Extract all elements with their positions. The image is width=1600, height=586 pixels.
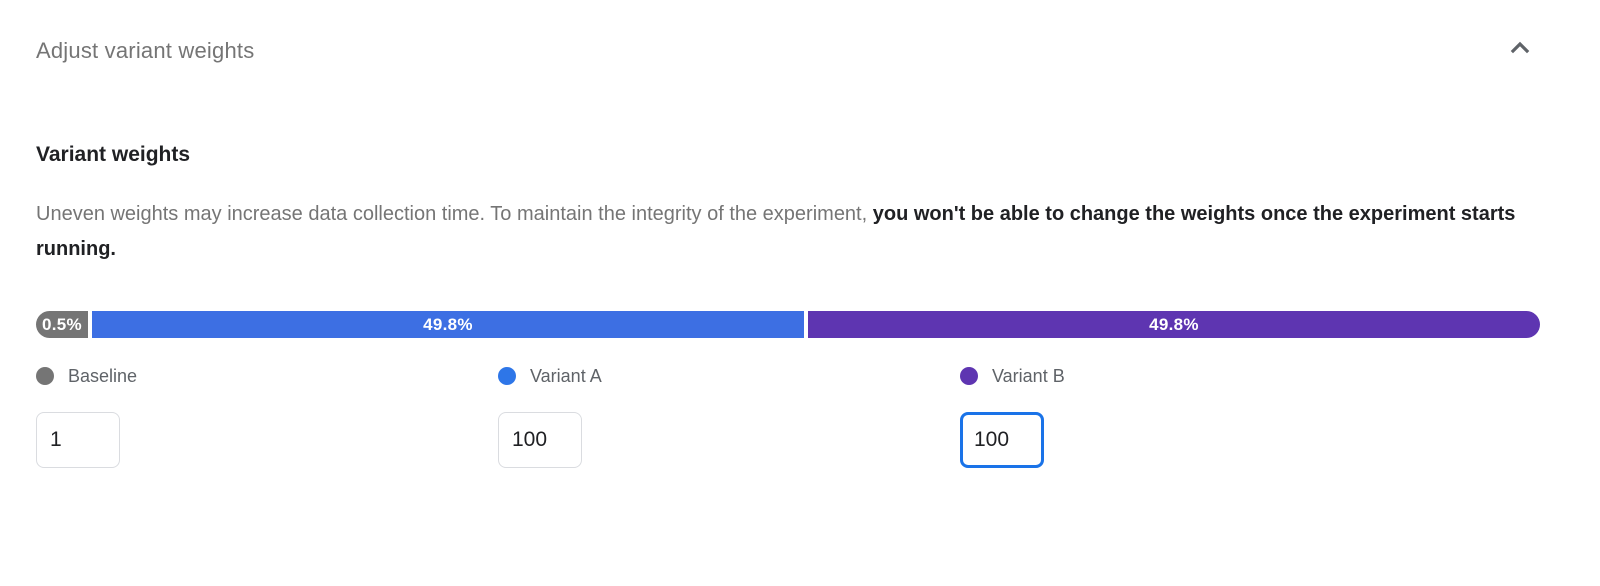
legend-variant-b-label: Variant B — [992, 365, 1065, 386]
legend-variant-a-label: Variant A — [530, 365, 602, 386]
variant-column-baseline: Baseline — [36, 365, 498, 468]
section-heading: Variant weights — [36, 143, 191, 166]
collapse-panel-button[interactable] — [1500, 32, 1540, 64]
bar-segment-variant-b-label: 49.8% — [1149, 314, 1199, 334]
variant-a-weight-input[interactable] — [498, 412, 582, 468]
baseline-dot-icon — [36, 367, 54, 385]
bar-segment-variant-a: 49.8% — [92, 311, 804, 338]
panel-header: Adjust variant weights — [36, 30, 1540, 64]
variant-column-variant-b: Variant B — [960, 365, 1540, 468]
bar-segment-variant-b: 49.8% — [808, 311, 1540, 338]
legend-variant-a: Variant A — [498, 365, 960, 387]
bar-segment-baseline-label: 0.5% — [42, 314, 82, 334]
legend-variant-b: Variant B — [960, 365, 1540, 387]
panel-title: Adjust variant weights — [36, 38, 255, 63]
variant-a-dot-icon — [498, 367, 516, 385]
description-bold: you won't be able to change the weights … — [36, 203, 1516, 260]
variant-b-weight-input[interactable] — [960, 412, 1044, 468]
description-normal: Uneven weights may increase data collect… — [36, 203, 873, 225]
bar-segment-baseline: 0.5% — [36, 311, 88, 338]
weight-distribution-bar: 0.5% 49.8% 49.8% — [36, 311, 1540, 338]
variant-columns: Baseline Variant A Variant B — [36, 365, 1540, 468]
legend-baseline: Baseline — [36, 365, 498, 387]
legend-baseline-label: Baseline — [68, 365, 138, 386]
adjust-variant-weights-panel: Adjust variant weights Variant weights U… — [36, 30, 1540, 468]
description-text: Uneven weights may increase data collect… — [36, 197, 1540, 267]
variant-column-variant-a: Variant A — [498, 365, 960, 468]
variant-b-dot-icon — [960, 367, 978, 385]
bar-segment-variant-a-label: 49.8% — [423, 314, 473, 334]
baseline-weight-input[interactable] — [36, 412, 120, 468]
chevron-up-icon — [1506, 41, 1534, 61]
